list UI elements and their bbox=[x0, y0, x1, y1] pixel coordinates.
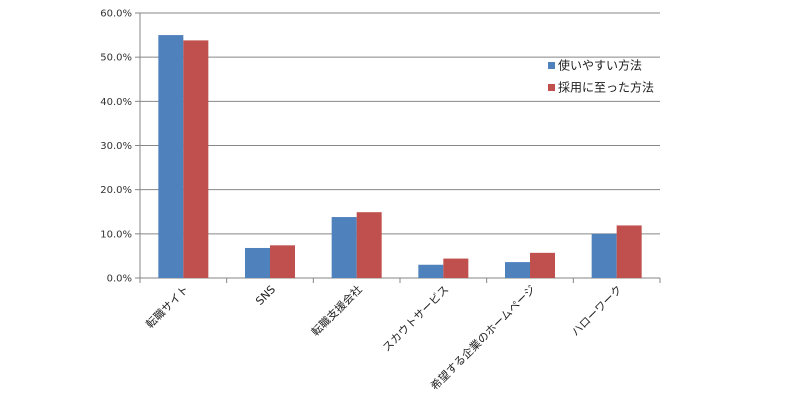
bar-series-0-1 bbox=[245, 247, 270, 278]
bars bbox=[158, 35, 642, 279]
gridlines bbox=[140, 12, 660, 279]
y-tick-label: 50.0% bbox=[100, 53, 132, 64]
bar-series-1-4 bbox=[530, 252, 555, 278]
bar-series-0-0 bbox=[158, 35, 184, 279]
bar-series-1-0 bbox=[183, 40, 209, 279]
legend-swatch bbox=[548, 84, 555, 91]
x-category-label: 転職支援会社 bbox=[308, 282, 365, 339]
bar-series-1-5 bbox=[616, 225, 642, 278]
legend-label: 採用に至った方法 bbox=[558, 80, 654, 95]
bar-series-0-2 bbox=[331, 217, 357, 278]
y-tick-label: 0.0% bbox=[107, 274, 132, 285]
y-tick-label: 10.0% bbox=[100, 229, 132, 240]
bar-series-1-2 bbox=[356, 212, 382, 278]
bar-series-1-1 bbox=[270, 245, 295, 278]
bar-series-0-4 bbox=[505, 262, 530, 278]
bar-series-0-3 bbox=[418, 264, 444, 278]
y-tick-label: 30.0% bbox=[100, 141, 132, 152]
y-tick-label: 20.0% bbox=[100, 185, 132, 196]
x-category-label: スカウトサービス bbox=[380, 283, 451, 354]
legend-swatch bbox=[548, 62, 555, 69]
legend-label: 使いやすい方法 bbox=[558, 58, 642, 73]
x-category-label: 転職サイト bbox=[143, 283, 191, 331]
x-category-label: ハローワーク bbox=[569, 283, 625, 339]
x-category-label: SNS bbox=[253, 283, 278, 308]
bar-series-1-3 bbox=[443, 258, 469, 278]
y-tick-label: 40.0% bbox=[100, 97, 132, 108]
y-axis: 0.0% 10.0% 20.0% 30.0% 40.0% 50.0% 60.0% bbox=[100, 9, 141, 285]
y-tick-label: 60.0% bbox=[100, 9, 132, 20]
bar-series-0-5 bbox=[591, 233, 617, 278]
